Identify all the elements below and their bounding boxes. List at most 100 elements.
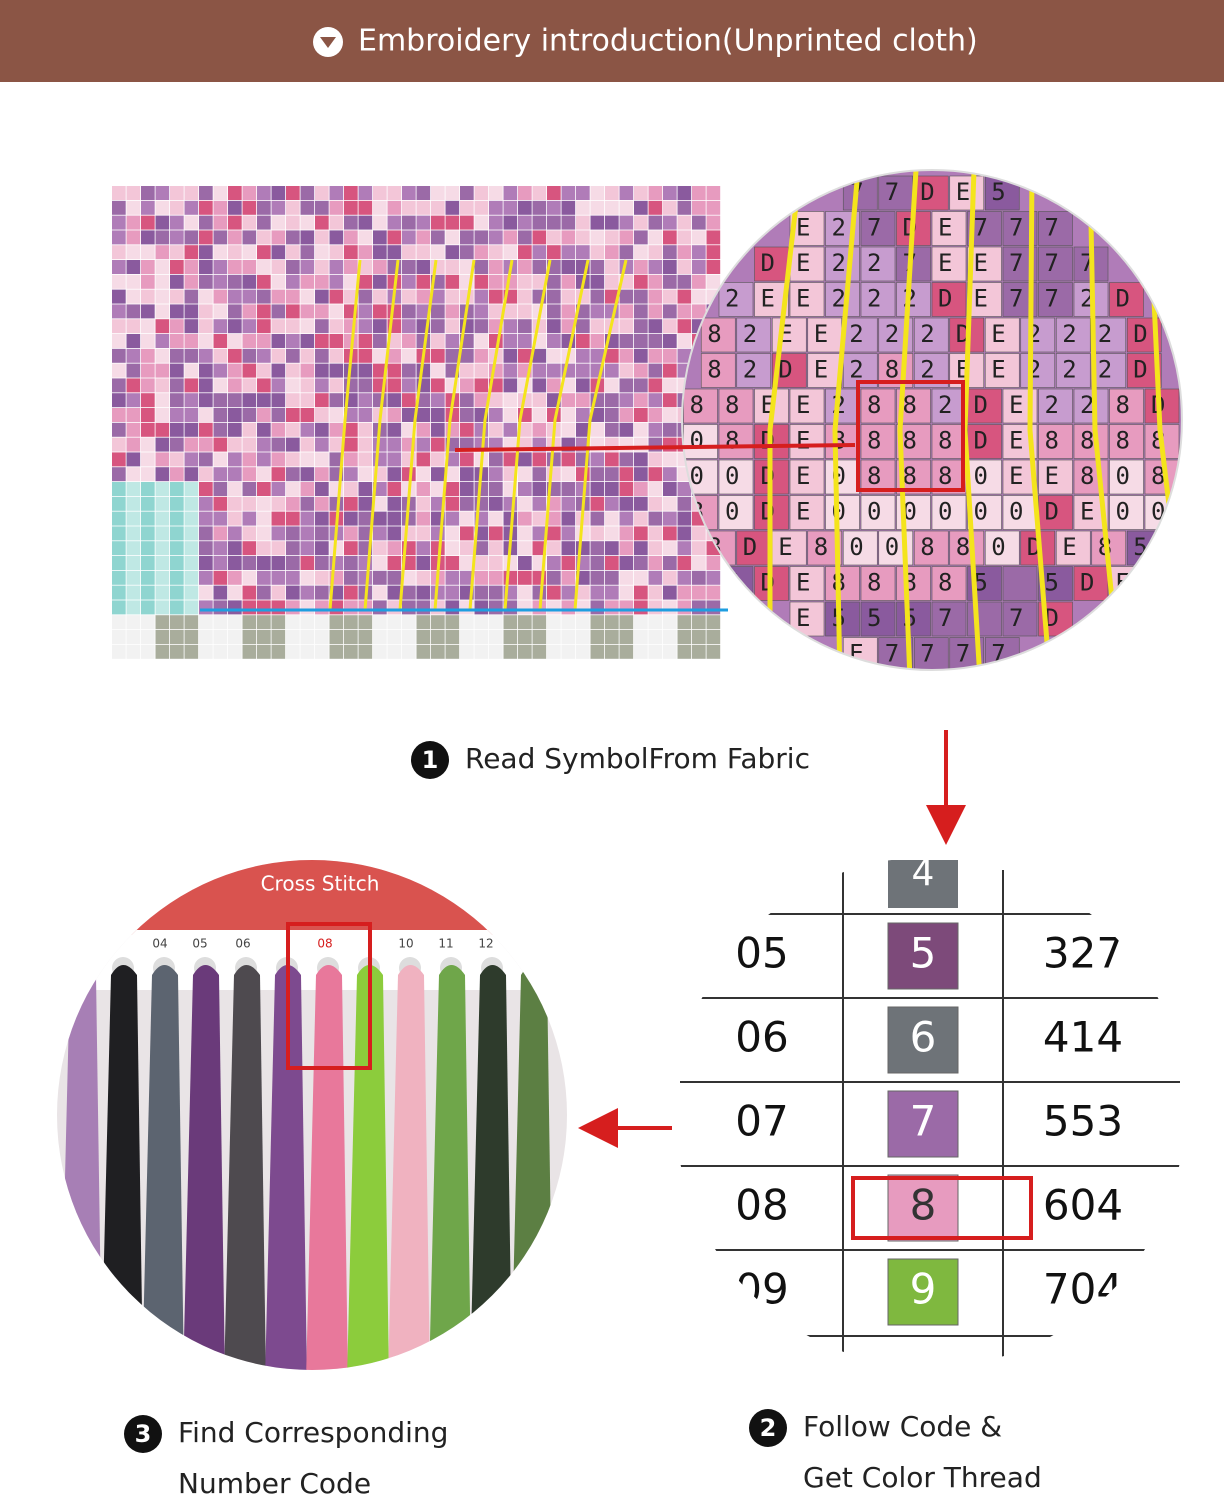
pattern-cell — [184, 541, 199, 556]
pattern-cell — [663, 556, 677, 570]
pattern-cell — [590, 304, 605, 319]
pattern-cell — [431, 348, 445, 363]
pattern-cell — [445, 289, 460, 304]
pattern-cell — [315, 408, 329, 422]
pattern-cell — [619, 363, 634, 378]
pattern-cell — [445, 615, 460, 630]
pattern-cell — [576, 570, 590, 585]
pattern-cell — [489, 260, 503, 274]
pattern-cell — [213, 245, 228, 260]
pattern-cell — [445, 630, 460, 644]
pattern-cell — [358, 274, 373, 289]
pattern-cell — [126, 496, 141, 511]
pattern-cell — [170, 556, 184, 570]
zoom-cell — [967, 282, 1002, 317]
pattern-cell — [576, 245, 590, 260]
zoom-row: 5DE88885 5DE — [725, 569, 1151, 597]
pattern-cell — [300, 393, 315, 408]
pattern-cell — [344, 274, 358, 289]
pattern-cell — [213, 363, 228, 378]
pattern-cell — [416, 186, 431, 200]
pattern-cell — [692, 274, 706, 289]
pattern-cell — [605, 526, 619, 541]
pattern-cell — [199, 200, 213, 215]
pattern-cell — [634, 644, 648, 659]
pattern-cell — [300, 556, 315, 570]
pattern-cell — [315, 378, 329, 393]
pattern-cell — [228, 319, 242, 334]
pattern-cell — [170, 348, 184, 363]
pattern-cell — [126, 260, 141, 274]
pattern-cell — [213, 186, 228, 200]
pattern-cell — [170, 186, 184, 200]
pattern-cell — [141, 437, 155, 452]
pattern-cell — [112, 452, 126, 467]
pattern-cell — [619, 600, 634, 615]
pattern-cell — [358, 289, 373, 304]
pattern-cell — [431, 600, 445, 615]
pattern-cell — [503, 467, 518, 482]
pattern-cell — [590, 526, 605, 541]
pattern-cell — [663, 289, 677, 304]
pattern-cell — [474, 630, 489, 644]
pattern-cell — [300, 260, 315, 274]
pattern-cell — [460, 526, 474, 541]
pattern-cell — [199, 230, 213, 245]
pattern-cell — [416, 644, 431, 659]
pattern-outline — [433, 259, 476, 611]
pattern-cell — [460, 644, 474, 659]
pattern-cell — [126, 570, 141, 585]
pattern-cell — [576, 334, 590, 348]
thread — [183, 965, 225, 1370]
pattern-cell — [663, 260, 677, 274]
pattern-cell — [373, 585, 387, 600]
pattern-cell — [431, 245, 445, 260]
table-code: 05 — [735, 929, 788, 978]
pattern-cell — [257, 422, 271, 437]
pattern-cell — [344, 422, 358, 437]
pattern-cell — [561, 630, 576, 644]
zoom-cell — [700, 353, 736, 388]
pattern-cell — [271, 245, 286, 260]
thread — [60, 965, 102, 1370]
pattern-cell — [315, 556, 329, 570]
zoom-cell — [984, 317, 1020, 353]
pattern-cell — [242, 334, 257, 348]
pattern-cell — [663, 304, 677, 319]
pattern-cell — [228, 422, 242, 437]
pattern-cell — [677, 289, 692, 304]
pattern-cell — [155, 260, 170, 274]
pattern-cell — [692, 289, 706, 304]
pattern-cell — [242, 511, 257, 526]
pattern-cell — [590, 289, 605, 304]
pattern-cell — [706, 274, 721, 289]
pattern-cell — [619, 630, 634, 644]
pattern-cell — [532, 186, 547, 200]
pattern-cell — [112, 467, 126, 482]
pattern-cell — [228, 630, 242, 644]
step-text: Get Color Thread — [803, 1461, 1042, 1494]
pattern-cell — [663, 245, 677, 260]
zoom-outline — [897, 170, 919, 670]
zoom-cell — [860, 601, 896, 637]
pattern-cell — [358, 630, 373, 644]
pattern-cell — [503, 408, 518, 422]
pattern-cell — [155, 363, 170, 378]
zoom-cell — [1073, 388, 1109, 424]
pattern-cell — [126, 289, 141, 304]
pattern-cell — [184, 570, 199, 585]
pattern-cell — [300, 230, 315, 245]
pattern-cell — [634, 304, 648, 319]
pattern-cell — [634, 215, 648, 230]
pattern-cell — [373, 230, 387, 245]
pattern-cell — [257, 644, 271, 659]
pattern-cell — [126, 319, 141, 334]
pattern-cell — [416, 467, 431, 482]
pattern-cell — [445, 541, 460, 556]
pattern-cell — [141, 496, 155, 511]
pattern-cell — [416, 215, 431, 230]
pattern-cell — [213, 274, 228, 289]
pattern-cell — [271, 200, 286, 215]
pattern-cell — [286, 186, 300, 200]
symbol-cell — [887, 1090, 959, 1158]
